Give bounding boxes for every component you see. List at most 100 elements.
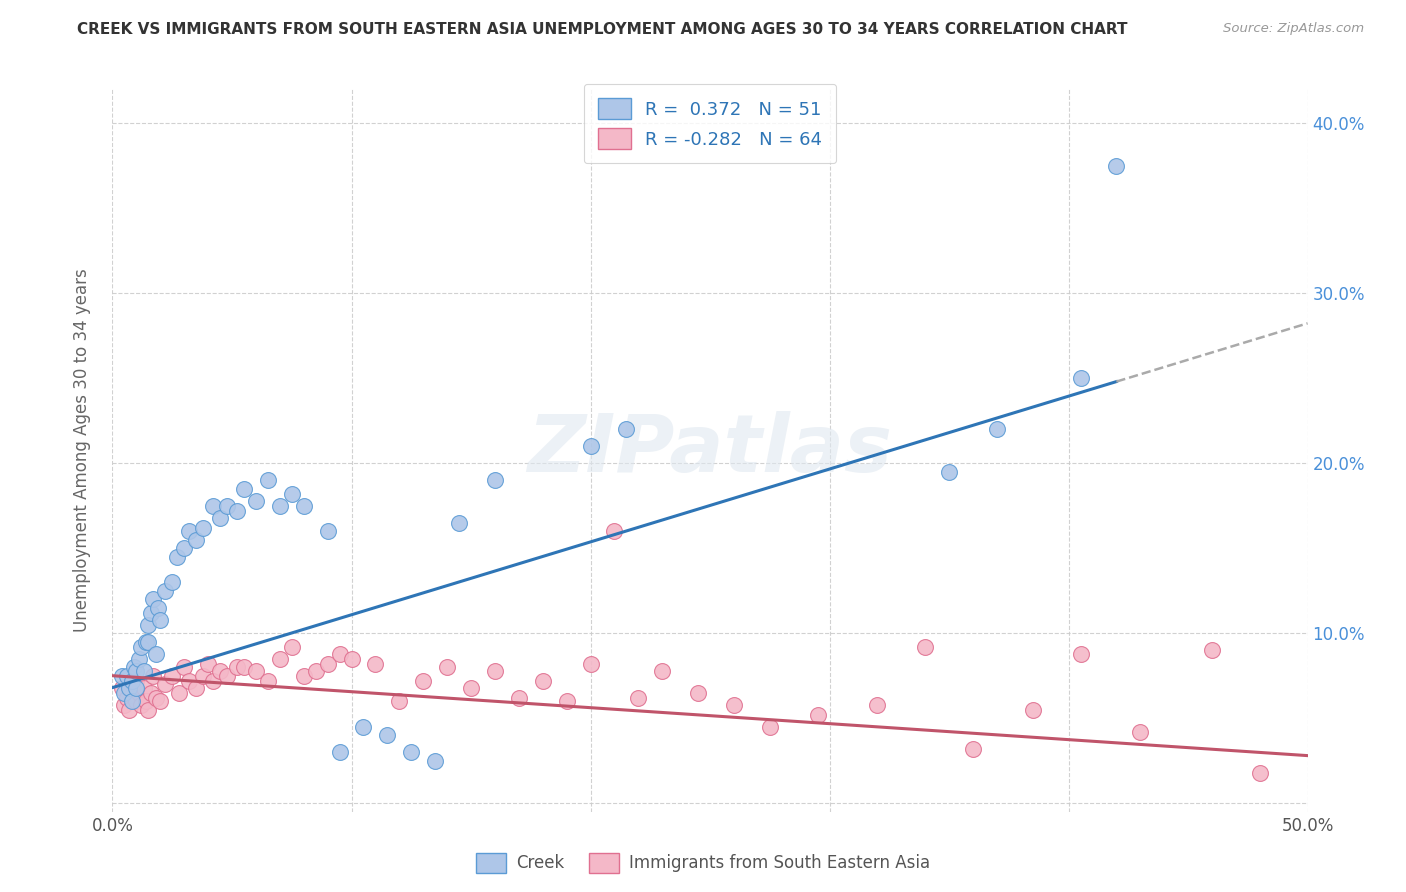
Point — [193, 669, 215, 683]
Point — [460, 681, 482, 695]
Point — [129, 640, 152, 654]
Point — [177, 524, 200, 539]
Point — [145, 690, 167, 705]
Point — [340, 651, 363, 665]
Point — [125, 664, 148, 678]
Point — [316, 657, 339, 671]
Point — [1105, 159, 1128, 173]
Point — [139, 606, 162, 620]
Point — [1249, 765, 1271, 780]
Text: Source: ZipAtlas.com: Source: ZipAtlas.com — [1223, 22, 1364, 36]
Point — [759, 720, 782, 734]
Point — [914, 640, 936, 654]
Point — [723, 698, 745, 712]
Point — [269, 499, 291, 513]
Point — [603, 524, 626, 539]
Point — [153, 677, 176, 691]
Point — [162, 669, 183, 683]
Point — [162, 575, 183, 590]
Point — [281, 487, 304, 501]
Point — [128, 686, 150, 700]
Point — [401, 745, 423, 759]
Point — [125, 694, 148, 708]
Point — [166, 549, 188, 564]
Point — [173, 541, 195, 556]
Y-axis label: Unemployment Among Ages 30 to 34 years: Unemployment Among Ages 30 to 34 years — [73, 268, 91, 632]
Point — [138, 617, 160, 632]
Point — [1070, 647, 1092, 661]
Point — [132, 681, 155, 695]
Point — [292, 499, 315, 513]
Point — [292, 669, 315, 683]
Point — [186, 681, 208, 695]
Point — [627, 690, 650, 705]
Point — [281, 640, 304, 654]
Point — [986, 422, 1008, 436]
Point — [329, 647, 352, 661]
Point — [209, 664, 232, 678]
Point — [142, 592, 165, 607]
Point — [114, 698, 135, 712]
Point — [305, 664, 328, 678]
Point — [616, 422, 638, 436]
Point — [555, 694, 578, 708]
Point — [436, 660, 458, 674]
Point — [111, 669, 134, 683]
Point — [364, 657, 387, 671]
Point — [269, 651, 291, 665]
Point — [114, 686, 135, 700]
Point — [121, 694, 143, 708]
Point — [447, 516, 470, 530]
Point — [142, 669, 165, 683]
Point — [121, 677, 143, 691]
Point — [388, 694, 411, 708]
Point — [177, 673, 200, 688]
Point — [1022, 703, 1045, 717]
Point — [579, 657, 602, 671]
Point — [484, 664, 506, 678]
Point — [125, 673, 148, 688]
Point — [484, 473, 506, 487]
Point — [1070, 371, 1092, 385]
Point — [118, 681, 141, 695]
Point — [146, 600, 169, 615]
Point — [245, 493, 267, 508]
Text: CREEK VS IMMIGRANTS FROM SOUTH EASTERN ASIA UNEMPLOYMENT AMONG AGES 30 TO 34 YEA: CREEK VS IMMIGRANTS FROM SOUTH EASTERN A… — [77, 22, 1128, 37]
Point — [115, 669, 138, 683]
Point — [132, 664, 155, 678]
Point — [121, 673, 143, 688]
Point — [245, 664, 267, 678]
Point — [225, 660, 247, 674]
Point — [938, 465, 960, 479]
Point — [807, 707, 830, 722]
Point — [122, 660, 145, 674]
Point — [149, 613, 172, 627]
Point — [149, 694, 172, 708]
Point — [139, 686, 162, 700]
Point — [111, 681, 134, 695]
Point — [153, 583, 176, 598]
Point — [508, 690, 530, 705]
Legend: R =  0.372   N = 51, R = -0.282   N = 64: R = 0.372 N = 51, R = -0.282 N = 64 — [583, 84, 837, 163]
Point — [129, 698, 152, 712]
Point — [377, 728, 399, 742]
Point — [531, 673, 554, 688]
Point — [217, 669, 239, 683]
Legend: Creek, Immigrants from South Eastern Asia: Creek, Immigrants from South Eastern Asi… — [470, 847, 936, 880]
Point — [651, 664, 673, 678]
Point — [122, 689, 145, 703]
Point — [866, 698, 889, 712]
Point — [118, 703, 141, 717]
Point — [173, 660, 195, 674]
Point — [138, 703, 160, 717]
Point — [128, 651, 150, 665]
Point — [197, 657, 219, 671]
Point — [138, 634, 160, 648]
Point — [579, 439, 602, 453]
Point — [688, 686, 710, 700]
Point — [425, 754, 447, 768]
Point — [329, 745, 352, 759]
Point — [257, 473, 280, 487]
Point — [962, 741, 984, 756]
Point — [125, 681, 148, 695]
